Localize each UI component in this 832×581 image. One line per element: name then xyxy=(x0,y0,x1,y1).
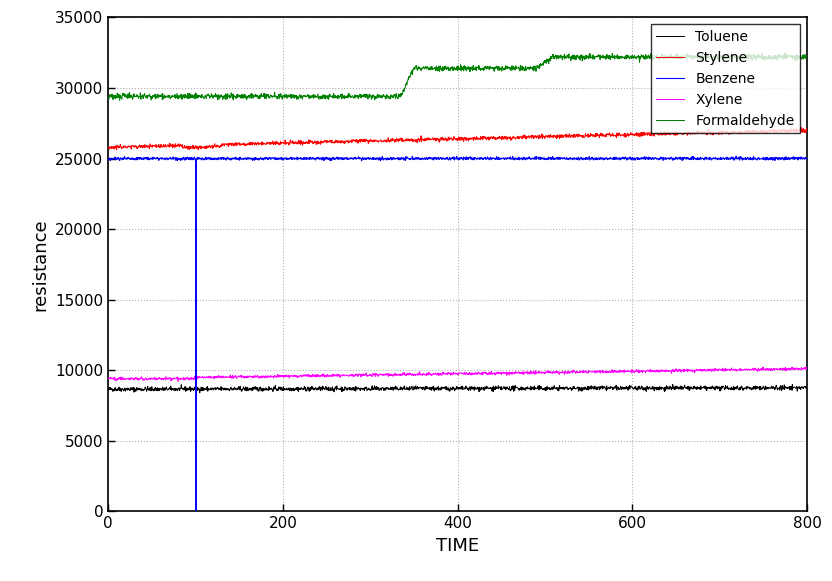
Toluene xyxy=(782,385,792,392)
Xylene xyxy=(139,375,149,382)
Line: Xylene: Xylene xyxy=(108,367,807,381)
Formaldehyde xyxy=(654,56,664,63)
Benzene xyxy=(802,156,812,163)
Formaldehyde xyxy=(802,53,812,60)
Legend: Toluene, Stylene, Benzene, Xylene, Formaldehyde: Toluene, Stylene, Benzene, Xylene, Forma… xyxy=(651,24,800,133)
Line: Toluene: Toluene xyxy=(108,384,807,393)
Stylene xyxy=(782,128,792,135)
Benzene xyxy=(296,155,306,162)
Benzene xyxy=(523,155,533,162)
Stylene xyxy=(796,124,806,131)
Formaldehyde xyxy=(780,49,790,56)
Benzene xyxy=(459,155,469,162)
Stylene xyxy=(654,130,664,137)
Formaldehyde xyxy=(139,92,149,99)
Stylene xyxy=(425,137,435,144)
Stylene xyxy=(139,142,149,149)
Xylene xyxy=(782,365,792,372)
Toluene xyxy=(782,384,792,391)
Benzene xyxy=(711,155,721,162)
Toluene xyxy=(654,385,664,392)
Formaldehyde xyxy=(103,94,113,101)
X-axis label: TIME: TIME xyxy=(436,537,479,555)
Toluene xyxy=(802,385,812,392)
Formaldehyde xyxy=(443,67,453,74)
Benzene xyxy=(540,156,550,163)
Toluene xyxy=(787,381,797,388)
Stylene xyxy=(103,145,113,152)
Benzene xyxy=(444,154,454,161)
Formaldehyde xyxy=(782,53,792,60)
Xylene xyxy=(654,368,664,375)
Formaldehyde xyxy=(115,97,125,104)
Benzene xyxy=(375,157,385,164)
Toluene xyxy=(425,384,435,391)
Xylene xyxy=(782,367,792,374)
Line: Stylene: Stylene xyxy=(108,127,807,150)
Toluene xyxy=(139,386,149,393)
Stylene xyxy=(802,127,812,134)
Formaldehyde xyxy=(425,66,435,73)
Stylene xyxy=(111,146,121,153)
Toluene xyxy=(195,389,205,396)
Xylene xyxy=(800,364,810,371)
Benzene xyxy=(731,153,741,160)
Line: Benzene: Benzene xyxy=(196,156,807,161)
Xylene xyxy=(425,371,435,378)
Xylene xyxy=(802,364,812,371)
Benzene xyxy=(191,156,201,163)
Xylene xyxy=(443,370,453,376)
Toluene xyxy=(443,386,453,393)
Stylene xyxy=(782,126,792,133)
Xylene xyxy=(173,378,183,385)
Y-axis label: resistance: resistance xyxy=(32,218,49,311)
Toluene xyxy=(103,385,113,392)
Formaldehyde xyxy=(782,52,792,59)
Stylene xyxy=(443,134,453,141)
Xylene xyxy=(103,375,113,382)
Line: Formaldehyde: Formaldehyde xyxy=(108,53,807,101)
